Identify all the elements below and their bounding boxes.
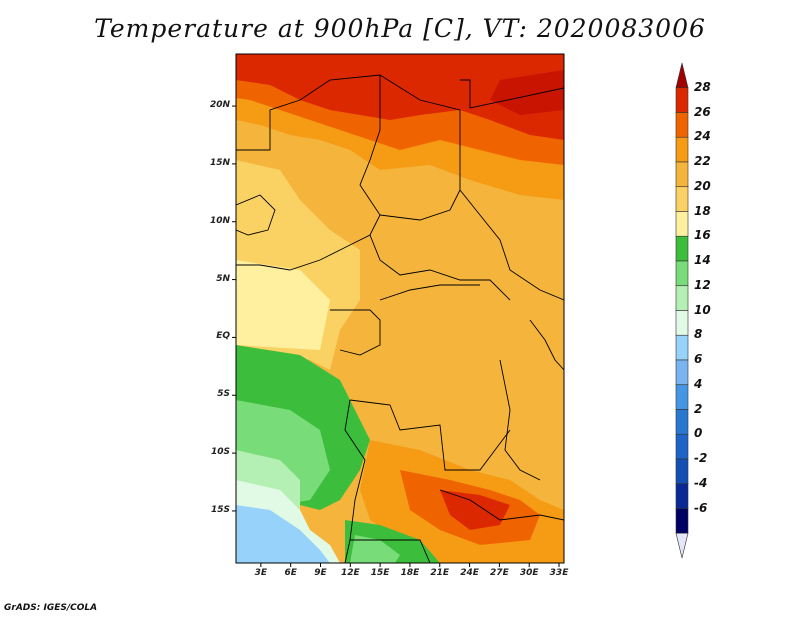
colorbar-swatch (675, 458, 689, 485)
lon-tick-label: 21E (430, 568, 450, 578)
map-frame (235, 53, 565, 564)
colorbar-label: -2 (694, 451, 708, 465)
colorbar-label: 4 (694, 376, 703, 391)
colorbar-label: 2 (694, 401, 703, 416)
colorbar-swatch (675, 285, 689, 311)
colorbar-swatch (675, 211, 689, 237)
lat-tick-label: 10S (210, 447, 230, 458)
colorbar-label: 28 (694, 79, 711, 94)
colorbar-swatch (675, 334, 689, 361)
colorbar-label: 16 (694, 228, 711, 243)
colorbar-label: 18 (694, 203, 711, 218)
lon-tick-label: 18E (400, 568, 420, 578)
colorbar-label: 20 (694, 178, 711, 193)
colorbar-label: -4 (694, 475, 708, 490)
colorbar-label: 14 (694, 253, 711, 267)
colorbar-label: -6 (694, 500, 708, 515)
colorbar-swatch (675, 136, 689, 163)
colorbar-swatch (675, 532, 689, 559)
colorbar-label: 22 (694, 154, 711, 168)
colorbar-label: 10 (694, 302, 711, 317)
colorbar-swatch (675, 483, 689, 509)
lon-tick-label: 15E (370, 568, 390, 578)
lat-tick-label: 5N (216, 273, 230, 284)
colorbar-swatch (675, 186, 689, 212)
lon-tick-label: 9E (314, 568, 327, 578)
lat-tick-label: 5S (217, 389, 230, 400)
lon-tick-label: 12E (340, 568, 360, 578)
colorbar-swatch (675, 161, 689, 188)
colorbar-label: 24 (694, 129, 711, 144)
lat-tick-label: 10N (209, 215, 230, 226)
lon-tick-label: 30E (519, 568, 539, 578)
colorbar-swatch (675, 87, 689, 113)
lat-tick-label: 20N (209, 100, 230, 111)
lon-tick-label: 6E (284, 568, 297, 578)
lat-tick-label: 15S (210, 504, 230, 515)
temperature-field (236, 54, 564, 563)
colorbar-swatch (675, 310, 689, 336)
lon-tick-label: 33E (549, 568, 569, 578)
colorbar-label: 26 (694, 104, 711, 119)
colorbar-swatch (675, 235, 689, 262)
colorbar-swatch (675, 260, 689, 287)
lat-tick-label: 15N (209, 157, 230, 168)
lat-tick-label: EQ (216, 331, 230, 342)
lon-tick-label: 3E (254, 568, 268, 578)
colorbar-swatch (675, 409, 689, 435)
lon-tick-label: 27E (490, 568, 509, 578)
longitude-ticks (260, 563, 560, 567)
lon-tick-label: 24E (460, 568, 479, 578)
colorbar-swatch (675, 112, 689, 138)
colorbar-swatch (675, 508, 689, 534)
country-borders (236, 74, 564, 563)
colorbar-label: 6 (694, 352, 703, 366)
colorbar-swatch (675, 62, 689, 89)
colorbar-label: 8 (694, 327, 703, 342)
colorbar-label: 12 (694, 277, 711, 292)
colorbar-swatch (675, 359, 689, 386)
footer-credit: GrADS: IGES/COLA (4, 603, 98, 613)
colorbar-swatch (675, 433, 689, 460)
latitude-ticks (232, 105, 236, 512)
chart-title: Temperature at 900hPa [C], VT: 202008300… (94, 14, 706, 43)
colorbar-swatch (675, 384, 689, 410)
colorbar-label: 0 (694, 426, 703, 441)
